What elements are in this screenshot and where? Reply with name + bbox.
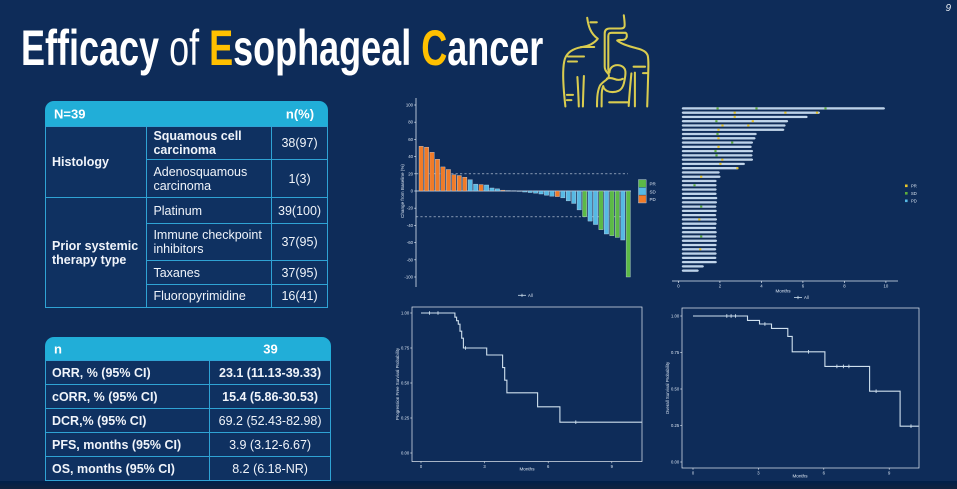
svg-text:0: 0 xyxy=(692,470,695,475)
svg-text:2: 2 xyxy=(719,284,722,289)
svg-text:100: 100 xyxy=(406,103,414,108)
svg-text:1.00: 1.00 xyxy=(401,311,410,316)
svg-text:-40: -40 xyxy=(407,223,414,228)
svg-text:Progression Free Survival Prob: Progression Free Survival Probability xyxy=(395,347,400,420)
svg-text:-20: -20 xyxy=(407,206,414,211)
svg-text:0.75: 0.75 xyxy=(671,350,680,355)
svg-text:60: 60 xyxy=(408,137,413,142)
svg-text:0: 0 xyxy=(677,284,680,289)
svg-text:0.00: 0.00 xyxy=(671,460,680,465)
svg-text:3: 3 xyxy=(757,470,760,475)
svg-text:10: 10 xyxy=(884,284,889,289)
svg-text:-100: -100 xyxy=(404,275,413,280)
svg-text:9: 9 xyxy=(888,470,891,475)
svg-text:0.25: 0.25 xyxy=(671,423,680,428)
svg-text:0: 0 xyxy=(411,189,414,194)
svg-text:PR: PR xyxy=(911,183,917,188)
svg-text:PD: PD xyxy=(911,198,917,203)
svg-text:SD: SD xyxy=(911,191,917,196)
svg-text:6: 6 xyxy=(802,284,805,289)
svg-text:0: 0 xyxy=(420,464,423,469)
svg-text:All: All xyxy=(804,295,809,300)
svg-text:SD: SD xyxy=(650,189,657,194)
svg-text:0.00: 0.00 xyxy=(401,451,410,456)
svg-text:PR: PR xyxy=(650,182,657,187)
svg-text:8: 8 xyxy=(843,284,846,289)
svg-text:-60: -60 xyxy=(407,240,414,245)
svg-text:Months: Months xyxy=(519,467,535,472)
svg-text:Months: Months xyxy=(775,289,791,294)
svg-text:PD: PD xyxy=(650,197,657,202)
svg-text:4: 4 xyxy=(760,284,763,289)
svg-text:Overall Survival Probability: Overall Survival Probability xyxy=(665,361,670,414)
svg-text:40: 40 xyxy=(408,154,413,159)
svg-text:Change from Baseline (%): Change from Baseline (%) xyxy=(400,164,405,218)
svg-text:20: 20 xyxy=(408,171,413,176)
svg-text:Months: Months xyxy=(792,474,808,479)
svg-text:-80: -80 xyxy=(407,257,414,262)
svg-text:0.75: 0.75 xyxy=(401,346,410,351)
svg-text:0.25: 0.25 xyxy=(401,416,410,421)
svg-text:6: 6 xyxy=(547,464,550,469)
svg-text:All: All xyxy=(528,293,533,298)
svg-text:1.00: 1.00 xyxy=(671,314,680,319)
svg-text:0.50: 0.50 xyxy=(401,381,410,386)
svg-text:0.50: 0.50 xyxy=(671,387,680,392)
svg-text:6: 6 xyxy=(823,470,826,475)
svg-text:80: 80 xyxy=(408,120,413,125)
svg-text:9: 9 xyxy=(611,464,614,469)
svg-text:3: 3 xyxy=(483,464,486,469)
